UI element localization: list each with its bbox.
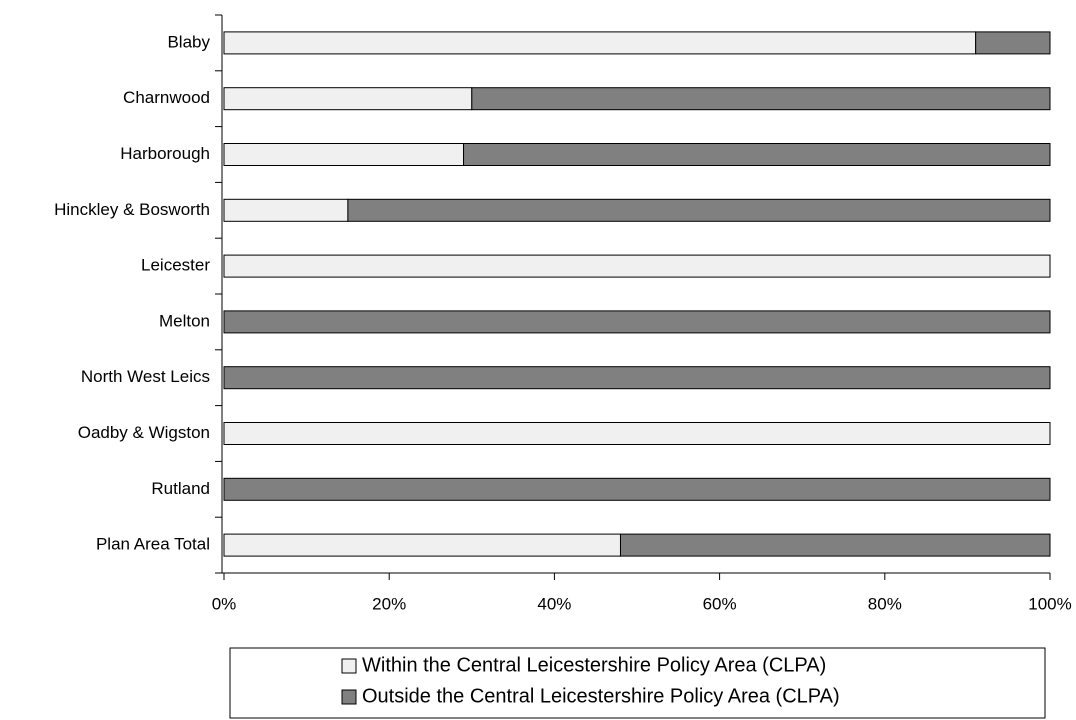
y-tick-label: Plan Area Total bbox=[96, 535, 210, 554]
x-tick-label: 0% bbox=[212, 594, 237, 613]
y-tick-label: Oadby & Wigston bbox=[78, 423, 210, 442]
bar-segment bbox=[223, 198, 349, 222]
bar-segment bbox=[223, 143, 465, 166]
y-tick-label: Charnwood bbox=[123, 88, 210, 107]
x-tick-label: 100% bbox=[1028, 594, 1071, 613]
x-tick-label: 60% bbox=[703, 594, 737, 613]
legend-label: Within the Central Leicestershire Policy… bbox=[362, 654, 826, 676]
x-tick-label: 80% bbox=[868, 594, 902, 613]
bar-segment bbox=[223, 533, 621, 557]
bar-segment bbox=[463, 143, 1051, 166]
x-tick-label: 40% bbox=[537, 594, 571, 613]
y-tick-label: North West Leics bbox=[81, 367, 210, 386]
y-tick-label: Hinckley & Bosworth bbox=[54, 200, 210, 219]
bar-segment bbox=[619, 533, 1051, 557]
legend-box bbox=[229, 647, 1046, 719]
bar-segment bbox=[223, 310, 1051, 334]
y-tick-label: Leicester bbox=[141, 256, 210, 275]
bar-segment bbox=[223, 87, 473, 111]
bar-segment bbox=[347, 198, 1051, 222]
y-tick-label: Harborough bbox=[120, 144, 210, 163]
bar-segment bbox=[223, 31, 977, 55]
bar-segment bbox=[471, 87, 1051, 111]
bar-segment bbox=[223, 254, 1051, 278]
y-tick-label: Rutland bbox=[151, 479, 210, 498]
y-tick-label: Blaby bbox=[167, 32, 210, 51]
bar-segment bbox=[223, 366, 1051, 390]
legend-swatch bbox=[341, 689, 357, 705]
bar-segment bbox=[223, 477, 1051, 501]
x-tick-label: 20% bbox=[372, 594, 406, 613]
bar-segment bbox=[975, 31, 1051, 55]
legend-label: Outside the Central Leicestershire Polic… bbox=[362, 685, 840, 707]
legend-swatch bbox=[341, 658, 357, 674]
y-tick-label: Melton bbox=[159, 311, 210, 330]
bar-segment bbox=[223, 422, 1051, 445]
